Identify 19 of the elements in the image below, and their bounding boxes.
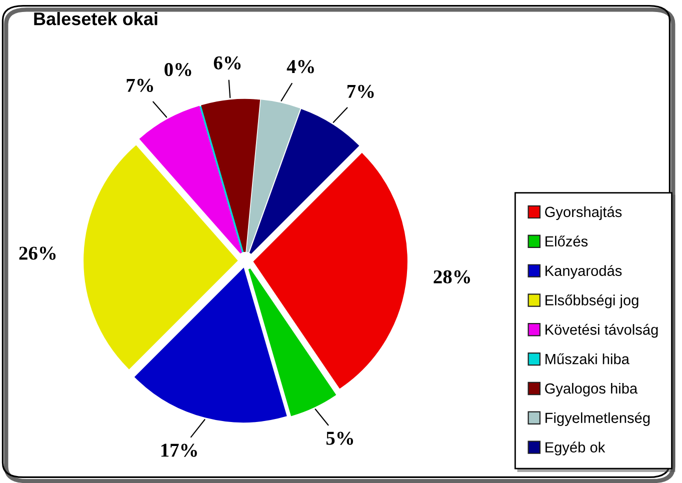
legend-label: Gyalogos hiba [545,382,638,397]
legend-label: Elsőbbségi jog [546,294,638,308]
data-label: 4% [286,60,314,74]
text: 0% [164,62,192,76]
legend-label: Gyorshajtás [545,206,622,220]
legend-label: Követési távolság [546,324,658,338]
data-label: 7% [347,84,374,98]
legend-label: Kanyarodás [546,265,622,279]
data-label: 26% [19,246,56,260]
legend-label: Figyelmetlenség [546,412,650,426]
legend-label: Egyéb ok [546,442,606,456]
data-label: 28% [434,270,470,284]
data-label: 6% [214,56,241,70]
legend-label: Műszaki hiba [546,353,630,364]
legend-label: Előzés [546,236,588,247]
chart-title: Balesetek okai [34,12,158,26]
data-label: 17% [161,444,197,457]
data-label: 7% [126,78,154,92]
data-label: 5% [326,432,354,445]
